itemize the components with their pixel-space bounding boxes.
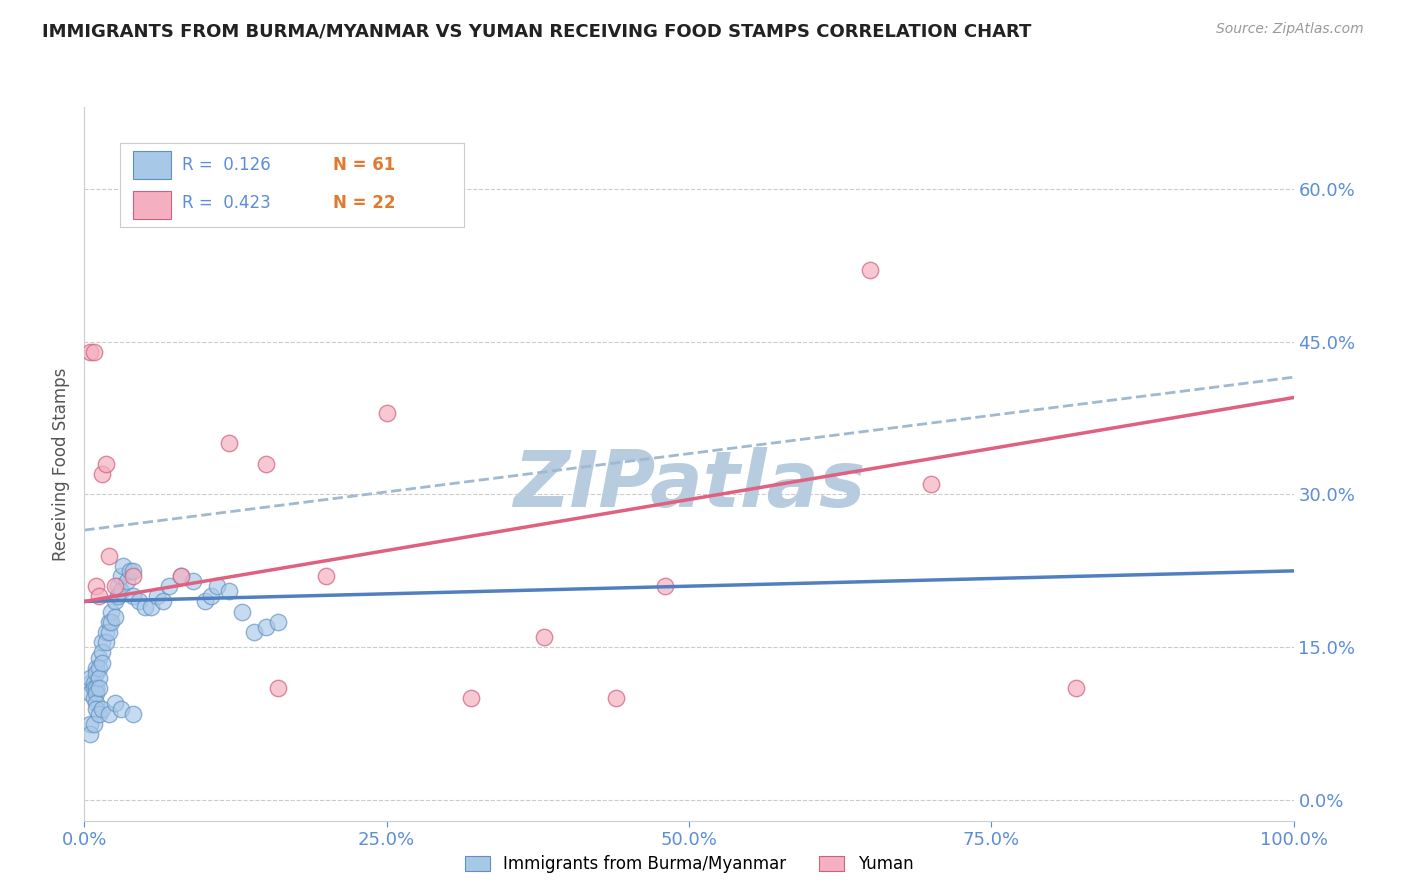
Point — [86, 579, 108, 593]
FancyBboxPatch shape — [134, 191, 172, 219]
Point — [104, 697, 127, 711]
Point — [254, 620, 277, 634]
Text: Source: ZipAtlas.com: Source: ZipAtlas.com — [1216, 22, 1364, 37]
Text: IMMIGRANTS FROM BURMA/MYANMAR VS YUMAN RECEIVING FOOD STAMPS CORRELATION CHART: IMMIGRANTS FROM BURMA/MYANMAR VS YUMAN R… — [42, 22, 1032, 40]
Point — [87, 590, 110, 604]
Point — [91, 701, 114, 715]
Point — [83, 716, 105, 731]
Point — [1064, 681, 1087, 695]
Point — [87, 661, 110, 675]
Point — [94, 457, 117, 471]
Point — [200, 590, 222, 604]
Point — [121, 590, 143, 604]
Point — [157, 579, 180, 593]
Point — [375, 406, 398, 420]
FancyBboxPatch shape — [134, 152, 172, 179]
Point — [100, 615, 122, 629]
Point — [121, 706, 143, 721]
Point — [86, 697, 108, 711]
Point — [86, 686, 108, 700]
Point — [267, 681, 290, 695]
Point — [86, 701, 108, 715]
Point — [121, 564, 143, 578]
Point — [94, 625, 117, 640]
Text: R =  0.126: R = 0.126 — [181, 156, 270, 174]
Point — [97, 706, 120, 721]
Point — [94, 635, 117, 649]
Point — [134, 599, 156, 614]
Point — [79, 716, 101, 731]
Point — [86, 661, 108, 675]
Text: R =  0.423: R = 0.423 — [181, 194, 270, 212]
Point — [115, 574, 138, 588]
Point — [128, 594, 150, 608]
Point — [121, 569, 143, 583]
Point — [83, 344, 105, 359]
Point — [231, 605, 253, 619]
Point — [110, 584, 132, 599]
Point — [152, 594, 174, 608]
Point — [146, 590, 169, 604]
Point — [87, 650, 110, 665]
Point — [100, 605, 122, 619]
Text: ZIPatlas: ZIPatlas — [513, 447, 865, 524]
Point — [533, 630, 555, 644]
Point — [170, 569, 193, 583]
Point — [120, 564, 142, 578]
Point — [87, 681, 110, 695]
Point — [104, 609, 127, 624]
Point — [86, 681, 108, 695]
Point — [86, 665, 108, 680]
Point — [859, 263, 882, 277]
Point — [112, 558, 135, 573]
Point — [139, 599, 162, 614]
Text: N = 61: N = 61 — [333, 156, 395, 174]
Point — [920, 477, 942, 491]
Point — [83, 681, 105, 695]
Point — [91, 645, 114, 659]
Point — [87, 706, 110, 721]
Point — [79, 344, 101, 359]
Point — [605, 691, 627, 706]
Point — [110, 569, 132, 583]
Point — [460, 691, 482, 706]
Point — [91, 656, 114, 670]
Point — [104, 594, 127, 608]
Point — [254, 457, 277, 471]
Point — [218, 436, 240, 450]
Point — [110, 701, 132, 715]
Point — [267, 615, 290, 629]
Point — [83, 691, 105, 706]
Point — [104, 579, 127, 593]
Point — [181, 574, 204, 588]
Point — [97, 549, 120, 563]
Point — [97, 615, 120, 629]
Point — [194, 594, 217, 608]
Point — [91, 467, 114, 481]
Point — [107, 590, 129, 604]
Point — [79, 676, 101, 690]
Point — [218, 584, 240, 599]
Point — [207, 579, 229, 593]
Point — [315, 569, 337, 583]
Point — [654, 579, 676, 593]
Point — [170, 569, 193, 583]
Point — [242, 625, 264, 640]
Point — [91, 635, 114, 649]
Point — [79, 686, 101, 700]
Text: N = 22: N = 22 — [333, 194, 395, 212]
Point — [79, 671, 101, 685]
Y-axis label: Receiving Food Stamps: Receiving Food Stamps — [52, 368, 70, 560]
Point — [83, 676, 105, 690]
Point — [87, 671, 110, 685]
Point — [107, 579, 129, 593]
Point — [79, 727, 101, 741]
Legend: Immigrants from Burma/Myanmar, Yuman: Immigrants from Burma/Myanmar, Yuman — [458, 849, 920, 880]
Point — [97, 625, 120, 640]
